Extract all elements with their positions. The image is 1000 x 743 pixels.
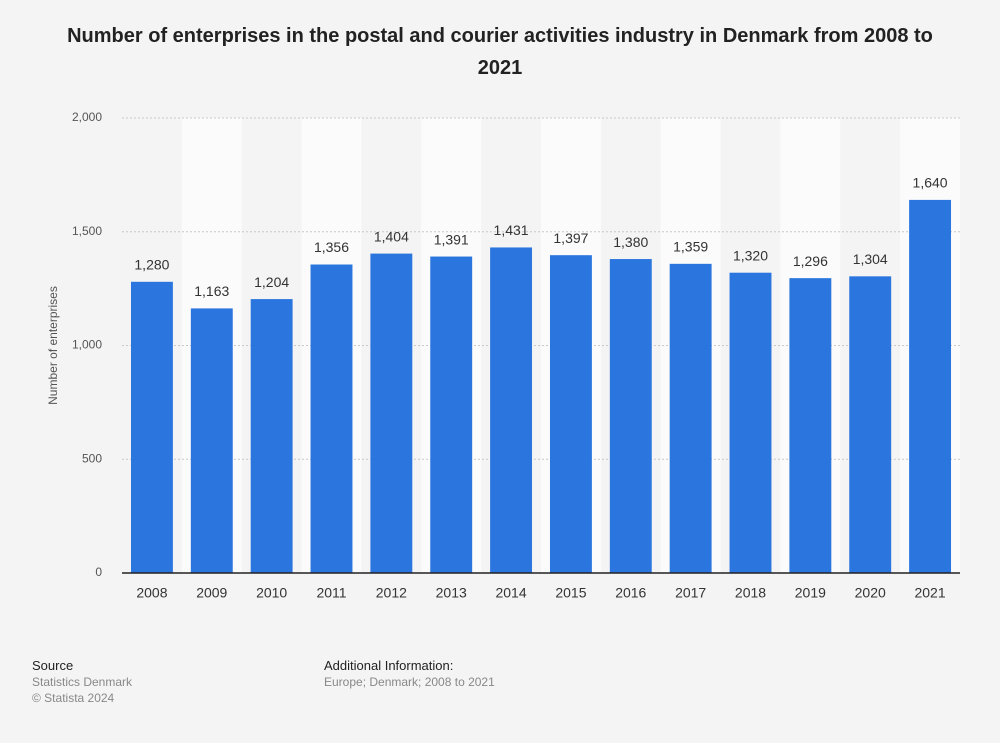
value-label: 1,359 — [673, 239, 708, 255]
value-label: 1,280 — [134, 257, 169, 273]
source: Statistics Denmark — [32, 675, 133, 689]
y-tick-label: 0 — [95, 565, 102, 579]
value-label: 1,640 — [913, 175, 948, 191]
value-label: 1,391 — [434, 231, 469, 247]
x-tick-label: 2012 — [376, 585, 407, 601]
bar — [310, 264, 353, 573]
bar — [250, 299, 293, 573]
bar — [190, 308, 233, 573]
chart: 0 500 1,000 1,500 2,000 Number of enterprises… — [46, 110, 960, 601]
value-label: 1,380 — [613, 234, 648, 250]
y-tick-label: 1,500 — [72, 224, 102, 238]
source-block: Source Statistics Denmark © Statista 202… — [32, 658, 132, 706]
value-label: 1,356 — [314, 239, 349, 255]
x-tick-label: 2008 — [136, 585, 167, 601]
bar — [609, 259, 652, 573]
x-tick-label: 2020 — [855, 585, 886, 601]
bar — [370, 253, 413, 573]
x-tick-label: 2018 — [735, 585, 766, 601]
value-label: 1,397 — [553, 230, 588, 246]
value-label: 1,431 — [494, 222, 529, 238]
x-tick-label: 2011 — [316, 585, 346, 601]
bar — [130, 281, 173, 573]
bar — [430, 256, 473, 573]
x-tick-label: 2009 — [196, 585, 227, 601]
chart-title: Number of enterprises in the postal and … — [67, 25, 933, 79]
x-tick-label: 2014 — [495, 585, 526, 601]
y-tick-label: 500 — [82, 451, 102, 465]
bar — [490, 247, 533, 573]
x-tick-label: 2021 — [914, 585, 945, 601]
y-axis-label: Number of enterprises — [46, 286, 60, 405]
bar — [669, 263, 712, 573]
source-heading: Source — [32, 658, 74, 673]
bar — [789, 278, 832, 573]
x-tick-label: 2015 — [555, 585, 586, 601]
value-label: 1,296 — [793, 253, 828, 269]
value-label: 1,204 — [254, 274, 289, 290]
bar — [909, 199, 952, 573]
x-tick-label: 2010 — [256, 585, 287, 601]
x-tick-label: 2016 — [615, 585, 646, 601]
info-heading: Additional Information: — [324, 658, 454, 673]
bar — [729, 272, 772, 573]
x-tick-label: 2013 — [436, 585, 467, 601]
bar — [549, 255, 592, 573]
y-tick-label: 2,000 — [72, 110, 102, 124]
value-label: 1,163 — [194, 283, 229, 299]
value-label: 1,320 — [733, 247, 768, 263]
y-tick-label: 1,000 — [72, 338, 102, 352]
copyright: © Statista 2024 — [32, 691, 115, 705]
x-tick-label: 2019 — [795, 585, 826, 601]
info: Europe; Denmark; 2008 to 2021 — [324, 675, 495, 689]
x-tick-label: 2017 — [675, 585, 706, 601]
value-label: 1,304 — [853, 251, 888, 267]
bar — [849, 276, 892, 573]
value-label: 1,404 — [374, 228, 409, 244]
info-block: Additional Information: Europe; Denmark;… — [324, 658, 495, 690]
